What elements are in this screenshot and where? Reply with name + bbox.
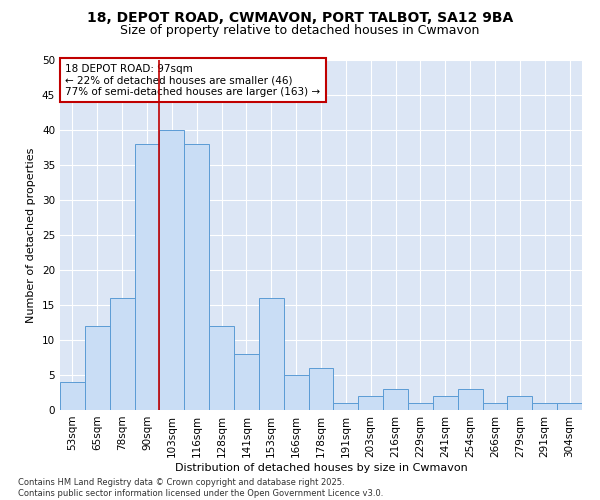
- Bar: [284, 375, 308, 410]
- Bar: [209, 326, 234, 410]
- Bar: [508, 396, 532, 410]
- Bar: [383, 389, 408, 410]
- Bar: [85, 326, 110, 410]
- Bar: [308, 368, 334, 410]
- Bar: [160, 130, 184, 410]
- Bar: [134, 144, 160, 410]
- Bar: [110, 298, 134, 410]
- Bar: [557, 403, 582, 410]
- Bar: [408, 403, 433, 410]
- Text: Contains HM Land Registry data © Crown copyright and database right 2025.
Contai: Contains HM Land Registry data © Crown c…: [18, 478, 383, 498]
- Bar: [532, 403, 557, 410]
- Bar: [482, 403, 508, 410]
- Bar: [334, 403, 358, 410]
- Bar: [433, 396, 458, 410]
- Bar: [60, 382, 85, 410]
- Bar: [234, 354, 259, 410]
- Bar: [259, 298, 284, 410]
- X-axis label: Distribution of detached houses by size in Cwmavon: Distribution of detached houses by size …: [175, 462, 467, 472]
- Y-axis label: Number of detached properties: Number of detached properties: [26, 148, 37, 322]
- Text: 18 DEPOT ROAD: 97sqm
← 22% of detached houses are smaller (46)
77% of semi-detac: 18 DEPOT ROAD: 97sqm ← 22% of detached h…: [65, 64, 320, 96]
- Bar: [458, 389, 482, 410]
- Bar: [358, 396, 383, 410]
- Bar: [184, 144, 209, 410]
- Text: 18, DEPOT ROAD, CWMAVON, PORT TALBOT, SA12 9BA: 18, DEPOT ROAD, CWMAVON, PORT TALBOT, SA…: [87, 11, 513, 25]
- Text: Size of property relative to detached houses in Cwmavon: Size of property relative to detached ho…: [121, 24, 479, 37]
